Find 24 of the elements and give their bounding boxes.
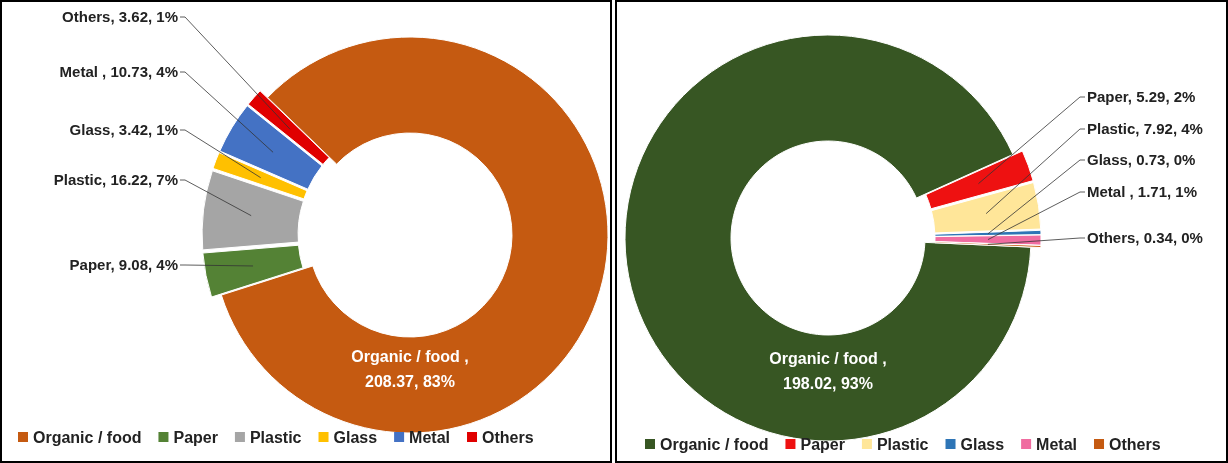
legend-label: Metal: [409, 429, 451, 446]
data-label: Paper, 5.29, 2%: [1087, 88, 1196, 105]
legend-label: Plastic: [249, 429, 302, 446]
data-label: Metal , 10.73, 4%: [59, 63, 178, 80]
data-label: Metal , 1.71, 1%: [1087, 183, 1198, 200]
data-label: Glass, 3.42, 1%: [69, 121, 178, 138]
legend-label: Glass: [333, 429, 378, 446]
legend-label: Plastic: [876, 436, 929, 453]
legend-label: Organic / food: [660, 436, 769, 453]
data-label: Plastic, 7.92, 4%: [1087, 120, 1203, 137]
data-label: Plastic, 16.22, 7%: [53, 171, 178, 188]
data-label: Others, 0.34, 0%: [1087, 229, 1203, 246]
data-label: Paper, 9.08, 4%: [69, 256, 178, 273]
data-label: Organic / food , 198.02, 93%: [769, 350, 887, 392]
legend-label: Metal: [1036, 436, 1078, 453]
legend-label: Paper: [800, 436, 845, 453]
legend-label: Others: [482, 429, 534, 446]
legend-label: Glass: [960, 436, 1005, 453]
data-label: Organic / food , 208.37, 83%: [351, 348, 469, 390]
legend-label: Paper: [173, 429, 218, 446]
legend-label: Organic / food: [33, 429, 142, 446]
data-label: Others, 3.62, 1%: [62, 8, 178, 25]
legend-label: Others: [1109, 436, 1161, 453]
data-label: Glass, 0.73, 0%: [1087, 151, 1196, 168]
